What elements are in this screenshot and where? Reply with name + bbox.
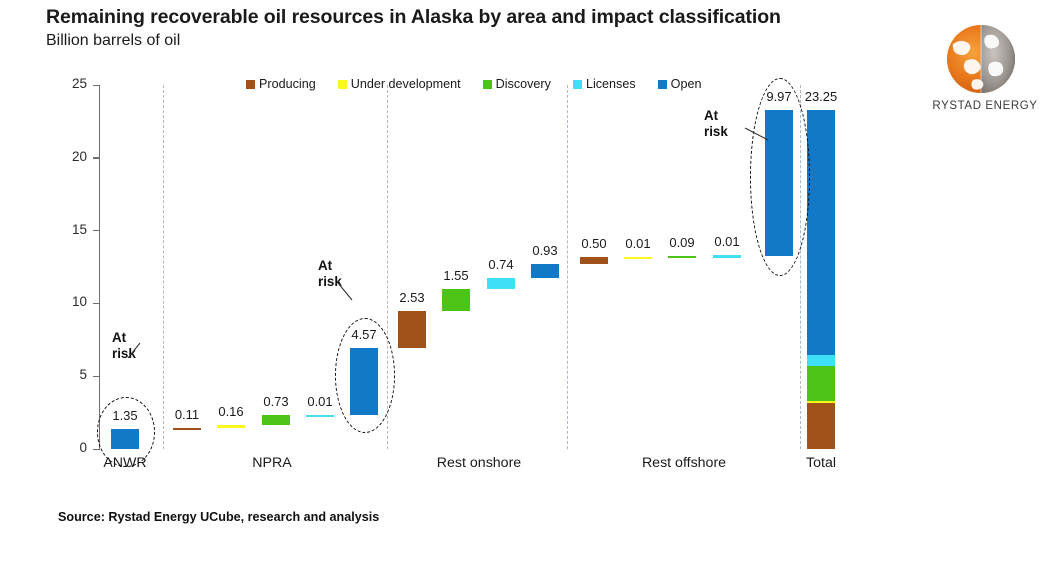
bar-value-label: 4.57 bbox=[351, 327, 377, 343]
bar-value-label: 0.01 bbox=[714, 234, 740, 250]
waterfall-bar bbox=[262, 414, 290, 426]
group-separator bbox=[567, 85, 568, 449]
group-separator bbox=[163, 85, 164, 449]
legend-label: Under development bbox=[350, 77, 461, 91]
y-axis-tick bbox=[93, 230, 100, 232]
y-axis-tick bbox=[93, 84, 100, 86]
legend-item[interactable]: Open bbox=[657, 77, 702, 91]
bar-value-label: 0.16 bbox=[218, 404, 244, 420]
x-axis-category-label: Rest onshore bbox=[436, 455, 522, 471]
waterfall-bar bbox=[442, 288, 470, 312]
chart-subtitle: Billion barrels of oil bbox=[46, 32, 181, 49]
stacked-bar-segment bbox=[807, 400, 835, 404]
at-risk-line2: risk bbox=[112, 345, 136, 361]
y-axis-tick bbox=[93, 448, 100, 450]
legend-label: Licenses bbox=[585, 77, 636, 91]
y-axis-tick-label: 0 bbox=[79, 440, 87, 455]
at-risk-ellipse bbox=[335, 318, 395, 433]
x-axis-category-label: Rest offshore bbox=[641, 455, 727, 471]
legend-label: Open bbox=[670, 77, 702, 91]
y-axis-tick-label: 25 bbox=[71, 76, 87, 91]
source-note: Source: Rystad Energy UCube, research an… bbox=[58, 510, 380, 524]
bar-value-label: 0.93 bbox=[532, 243, 558, 259]
group-separator bbox=[800, 85, 801, 449]
rystad-energy-logo: RYSTAD ENERGY bbox=[920, 22, 1050, 127]
y-axis-tick bbox=[93, 157, 100, 159]
bar-value-label: 0.50 bbox=[581, 236, 607, 252]
chart-legend: Producing Under development Discovery Licen… bbox=[246, 77, 723, 91]
waterfall-bar bbox=[765, 110, 793, 256]
legend-item[interactable]: Licenses bbox=[572, 77, 636, 91]
at-risk-label: At risk bbox=[704, 108, 728, 139]
y-axis-tick-label: 15 bbox=[71, 221, 87, 237]
bar-value-label: 0.74 bbox=[488, 256, 514, 272]
bar-value-label: 23.25 bbox=[804, 89, 838, 105]
bar-value-label: 0.73 bbox=[263, 393, 289, 409]
legend-item[interactable]: Under development bbox=[337, 77, 461, 91]
legend-swatch-icon bbox=[572, 79, 582, 89]
at-risk-label: At risk bbox=[112, 330, 136, 361]
waterfall-bar bbox=[531, 264, 559, 278]
legend-swatch-icon bbox=[482, 79, 492, 89]
legend-swatch-icon bbox=[246, 79, 255, 89]
at-risk-line1: At bbox=[318, 258, 333, 273]
bar-value-label: 0.11 bbox=[174, 406, 200, 422]
waterfall-bar bbox=[624, 256, 652, 260]
stacked-bar-segment bbox=[807, 403, 835, 449]
waterfall-bar bbox=[398, 311, 426, 349]
at-risk-label: At risk bbox=[318, 258, 342, 289]
stacked-bar-segment bbox=[807, 355, 835, 367]
y-axis-tick bbox=[93, 375, 100, 377]
group-separator bbox=[387, 85, 388, 449]
bar-value-label: 1.55 bbox=[443, 267, 469, 283]
legend-item[interactable]: Producing bbox=[246, 77, 316, 91]
bar-value-label: 9.97 bbox=[766, 89, 792, 105]
waterfall-bar bbox=[306, 414, 334, 418]
waterfall-bar bbox=[173, 427, 201, 431]
at-risk-ellipse bbox=[750, 78, 810, 276]
logo-text: RYSTAD ENERGY bbox=[932, 100, 1038, 112]
at-risk-line1: At bbox=[112, 330, 127, 345]
waterfall-bar bbox=[111, 429, 139, 449]
bar-value-label: 0.09 bbox=[669, 234, 695, 250]
y-axis-tick bbox=[93, 302, 100, 305]
at-risk-line2: risk bbox=[704, 123, 728, 139]
legend-swatch-icon bbox=[337, 79, 347, 89]
waterfall-bar bbox=[580, 257, 608, 265]
waterfall-bar bbox=[668, 255, 696, 259]
bar-value-label: 0.01 bbox=[625, 235, 651, 251]
waterfall-bar bbox=[350, 348, 378, 415]
legend-item[interactable]: Discovery bbox=[482, 77, 551, 91]
waterfall-bar bbox=[487, 277, 515, 289]
bar-value-label: 2.53 bbox=[399, 290, 425, 306]
y-axis-tick-label: 10 bbox=[71, 294, 87, 310]
waterfall-bar bbox=[217, 425, 245, 428]
x-axis-category-label: NPRA bbox=[252, 455, 292, 471]
y-axis-line bbox=[99, 85, 101, 449]
at-risk-line1: At bbox=[704, 108, 719, 123]
stacked-bar-segment bbox=[807, 366, 835, 401]
x-axis-category-label: Total bbox=[806, 455, 836, 471]
y-axis-tick-label: 20 bbox=[71, 148, 87, 164]
at-risk-line2: risk bbox=[318, 273, 342, 289]
legend-label: Producing bbox=[259, 77, 316, 91]
waterfall-bar bbox=[713, 255, 741, 258]
bar-value-label: 1.35 bbox=[112, 408, 138, 424]
globe-icon bbox=[946, 24, 1016, 94]
bar-value-label: 0.01 bbox=[307, 393, 333, 409]
y-axis-tick-label: 5 bbox=[79, 367, 87, 383]
legend-swatch-icon bbox=[657, 79, 667, 89]
page-title: Remaining recoverable oil resources in A… bbox=[46, 6, 781, 28]
x-axis-category-label: ANWR bbox=[103, 455, 147, 471]
at-risk-ellipse bbox=[97, 397, 155, 467]
stacked-bar-segment bbox=[807, 110, 835, 356]
legend-label: Discovery bbox=[495, 77, 551, 91]
